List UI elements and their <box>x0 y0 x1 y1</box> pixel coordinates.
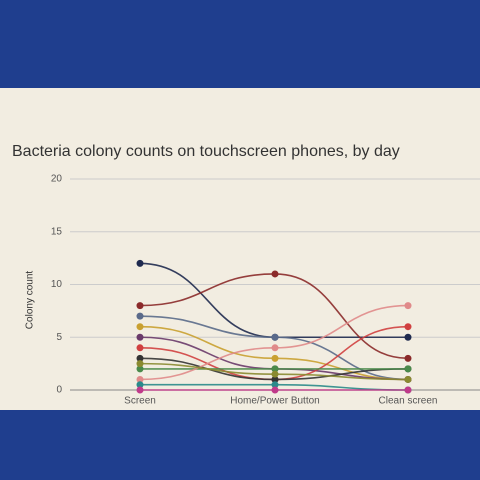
data-point <box>136 386 144 394</box>
data-point <box>404 323 412 331</box>
data-point <box>271 365 279 373</box>
data-point <box>404 375 412 383</box>
data-point <box>136 302 144 310</box>
data-point <box>271 370 279 378</box>
x-tick-label: Home/Power Button <box>230 396 320 407</box>
x-tick-label: Screen <box>124 396 156 407</box>
data-point <box>271 381 279 389</box>
data-point <box>271 344 279 352</box>
y-tick-label: 10 <box>51 279 63 290</box>
y-tick-label: 20 <box>51 174 63 185</box>
x-tick-label: Clean screen <box>379 396 438 407</box>
data-point <box>136 333 144 341</box>
data-point <box>404 333 412 341</box>
data-point <box>136 354 144 362</box>
data-point <box>136 344 144 352</box>
data-point <box>404 386 412 394</box>
paper <box>0 88 480 410</box>
data-point <box>404 365 412 373</box>
y-tick-label: 15 <box>51 226 63 237</box>
data-point <box>136 365 144 373</box>
data-point <box>136 375 144 383</box>
data-point <box>136 323 144 331</box>
y-axis-label: Colony count <box>25 271 36 330</box>
data-point <box>271 386 279 394</box>
chart-title: Bacteria colony counts on touchscreen ph… <box>12 143 400 160</box>
data-point <box>136 360 144 368</box>
data-point <box>404 302 412 310</box>
y-tick-label: 0 <box>56 385 62 396</box>
data-point <box>271 333 279 341</box>
data-point <box>271 375 279 383</box>
data-point <box>136 259 144 267</box>
data-point <box>271 270 279 278</box>
data-point <box>404 354 412 362</box>
data-point <box>136 312 144 320</box>
data-point <box>271 354 279 362</box>
y-tick-label: 5 <box>56 332 62 343</box>
data-point <box>136 381 144 389</box>
